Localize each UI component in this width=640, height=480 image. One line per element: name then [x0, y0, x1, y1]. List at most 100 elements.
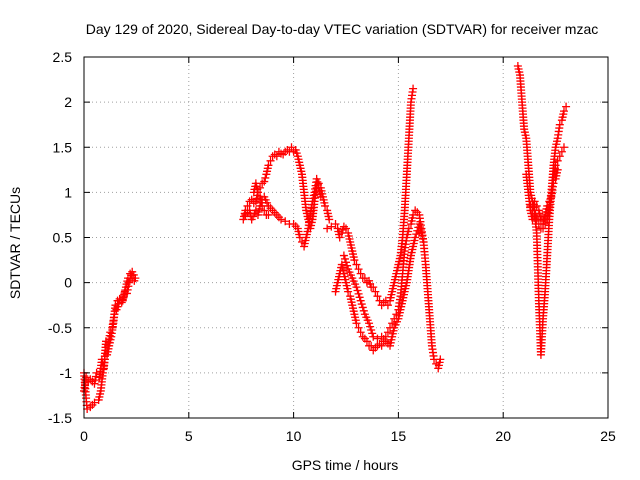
- data-point: [368, 329, 377, 338]
- axis-ticks: 0 5 10 15 20 25 -1.5 -1 -0.5 0 0.5 1 1.5 2 2.5: [48, 49, 616, 444]
- data-point: [354, 323, 363, 332]
- data-point: [110, 310, 119, 319]
- data-point: [371, 287, 380, 296]
- data-point: [266, 156, 275, 165]
- data-point: [287, 143, 296, 152]
- data-point: [562, 102, 571, 111]
- y-tick-label: 2: [64, 94, 72, 110]
- y-tick-label: 2.5: [53, 49, 73, 65]
- y-tick-label: 0.5: [53, 230, 73, 246]
- x-tick-label: 0: [80, 428, 88, 444]
- data-point: [412, 230, 421, 239]
- data-point: [352, 283, 361, 292]
- data-point: [543, 201, 552, 210]
- data-point: [91, 376, 100, 385]
- data-point: [404, 224, 413, 233]
- data-point: [258, 201, 267, 210]
- data-point: [343, 261, 352, 270]
- data-point: [323, 224, 332, 233]
- data-point: [260, 206, 269, 215]
- data-point: [411, 233, 420, 242]
- y-tick-label: -1: [60, 365, 73, 381]
- data-point: [90, 398, 99, 407]
- data-point: [373, 292, 382, 301]
- y-tick-label: 1.5: [53, 139, 73, 155]
- data-point: [272, 152, 281, 161]
- data-point: [91, 372, 100, 381]
- data-point: [532, 201, 541, 210]
- data-point: [344, 287, 353, 296]
- data-point: [264, 161, 273, 170]
- x-tick-label: 20: [495, 428, 511, 444]
- data-point: [411, 206, 420, 215]
- data-point: [355, 293, 364, 302]
- y-tick-label: 0: [64, 275, 72, 291]
- data-point: [339, 251, 348, 260]
- data-point: [360, 274, 369, 283]
- y-tick-label: 1: [64, 184, 72, 200]
- x-tick-label: 15: [391, 428, 407, 444]
- data-point: [365, 319, 374, 328]
- data-point: [359, 306, 368, 315]
- data-point: [321, 201, 330, 210]
- data-point: [126, 275, 135, 284]
- y-tick-label: -1.5: [48, 410, 72, 426]
- data-point: [356, 269, 365, 278]
- data-point: [253, 188, 262, 197]
- data-point: [553, 165, 562, 174]
- data-point: [247, 195, 256, 204]
- data-point: [354, 289, 363, 298]
- x-axis-label: GPS time / hours: [292, 457, 399, 473]
- data-point: [409, 84, 418, 93]
- data-point: [352, 260, 361, 269]
- data-point: [335, 233, 344, 242]
- gridlines: [84, 57, 608, 418]
- data-point: [264, 210, 273, 219]
- data-point: [369, 332, 378, 341]
- data-point: [559, 143, 568, 152]
- data-point: [122, 289, 131, 298]
- data-point: [549, 179, 558, 188]
- data-point: [131, 274, 140, 283]
- data-point: [125, 278, 134, 287]
- data-point: [358, 332, 367, 341]
- data-point: [325, 215, 334, 224]
- data-point: [243, 201, 252, 210]
- data-point: [92, 368, 101, 377]
- data-point: [352, 319, 361, 328]
- data-point: [331, 219, 340, 228]
- plot-frame: [83, 56, 609, 419]
- data-point: [383, 301, 392, 310]
- data-point: [316, 192, 325, 201]
- data-point: [90, 379, 99, 388]
- data-point: [277, 215, 286, 224]
- data-point: [82, 373, 91, 382]
- data-point: [353, 286, 362, 295]
- data-point: [367, 326, 376, 335]
- data-point: [388, 319, 397, 328]
- data-point: [340, 254, 349, 263]
- data-point: [369, 283, 378, 292]
- y-axis-label: SDTVAR / TECUs: [7, 187, 23, 299]
- data-point: [356, 296, 365, 305]
- x-tick-label: 5: [185, 428, 193, 444]
- data-point: [106, 328, 115, 337]
- data-point: [124, 282, 133, 291]
- data-point: [123, 285, 132, 294]
- data-point: [356, 328, 365, 337]
- data-point: [354, 265, 363, 274]
- data-point: [357, 300, 366, 309]
- data-point: [557, 147, 566, 156]
- data-point: [553, 156, 562, 165]
- data-point: [383, 328, 392, 337]
- data-point: [436, 355, 445, 364]
- data-point: [281, 217, 290, 226]
- data-point: [530, 197, 539, 206]
- data-point: [362, 337, 371, 346]
- data-point: [342, 224, 350, 233]
- data-point: [545, 197, 554, 206]
- data-point: [260, 177, 269, 186]
- chart-title: Day 129 of 2020, Sidereal Day-to-day VTE…: [86, 21, 599, 37]
- data-point: [559, 107, 568, 116]
